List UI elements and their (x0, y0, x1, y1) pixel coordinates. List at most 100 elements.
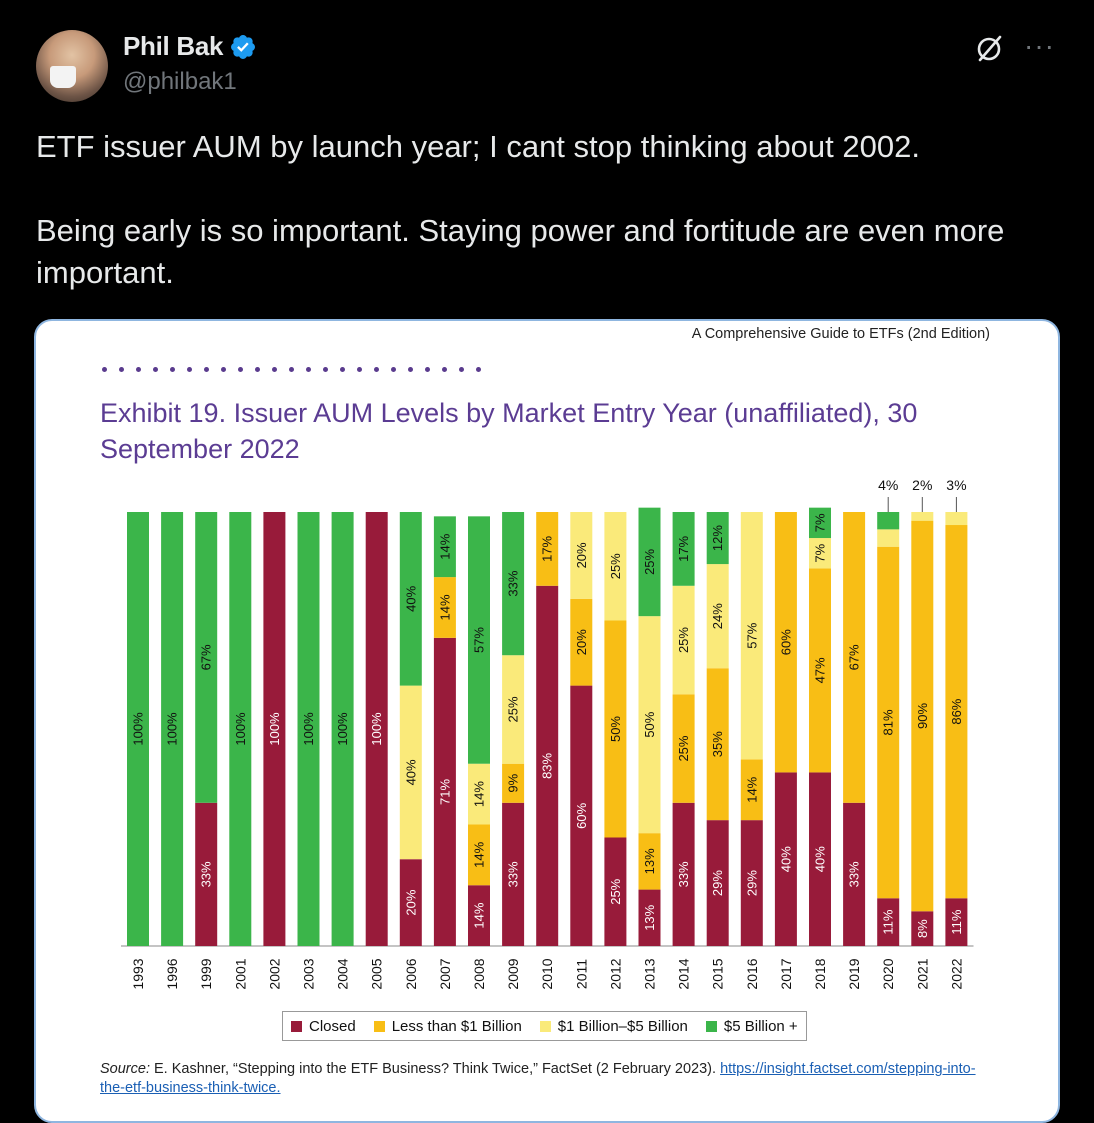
legend-label: Less than $1 Billion (391, 1017, 522, 1035)
author-handle[interactable]: @philbak1 (123, 68, 237, 95)
legend-swatch (705, 1020, 717, 1032)
dot (391, 367, 396, 372)
bar-data-label: 86% (949, 698, 964, 724)
bar-segment (843, 802, 866, 946)
x-tick-label: 2009 (505, 958, 521, 989)
bar-data-label: 100% (335, 712, 350, 746)
bar-data-label: 8% (915, 919, 930, 938)
top-callout-label: 4% (878, 477, 898, 493)
bar-segment (638, 833, 661, 890)
dot (323, 367, 328, 372)
tweet-media-image[interactable]: A Comprehensive Guide to ETFs (2nd Editi… (34, 319, 1060, 1123)
x-tick-label: 2003 (301, 958, 317, 989)
bar-data-label: 100% (233, 712, 248, 746)
bar-segment (229, 512, 252, 946)
x-tick-label: 2005 (369, 958, 385, 989)
bar-data-label: 40% (813, 846, 828, 872)
dot (119, 367, 124, 372)
dot (340, 367, 345, 372)
bar-data-label: 7% (813, 513, 828, 532)
bar-data-label: 50% (608, 716, 623, 742)
bar-data-label: 17% (676, 535, 691, 561)
bar-segment (399, 685, 422, 860)
mug-shape (50, 66, 76, 88)
bar-segment (877, 512, 900, 530)
bar-data-label: 33% (676, 861, 691, 887)
bar-data-label: 50% (642, 711, 657, 737)
bar-segment (604, 837, 627, 946)
source-label: Source: (100, 1061, 150, 1077)
bar-data-label: 40% (403, 759, 418, 785)
bar-segment (331, 512, 354, 946)
bar-data-label: 20% (574, 542, 589, 568)
bar-data-label: 14% (437, 533, 452, 559)
x-tick-label: 2017 (778, 958, 794, 989)
dot (187, 367, 192, 372)
bar-segment (809, 568, 831, 773)
bar-data-label: 25% (676, 735, 691, 761)
exhibit-title: Exhibit 19. Issuer AUM Levels by Market … (100, 398, 918, 464)
bar-segment (468, 824, 490, 886)
bar-segment (433, 637, 456, 946)
bar-segment (570, 685, 593, 946)
bar-segment (127, 512, 149, 946)
x-tick-label: 2002 (266, 958, 282, 989)
bar-segment (638, 507, 661, 617)
bar-data-label: 100% (131, 712, 146, 746)
author-name[interactable]: Phil Bak (123, 31, 224, 61)
top-callout-label: 3% (946, 477, 966, 493)
bar-data-label: 60% (574, 802, 589, 828)
source-link[interactable]: https://insight.factset.com/stepping-int… (100, 1061, 976, 1096)
bar-segment (468, 763, 490, 825)
bar-data-label: 29% (710, 870, 725, 896)
bar-data-label: 14% (472, 902, 487, 928)
x-tick-label: 2004 (335, 958, 351, 989)
bar-segment (195, 802, 218, 946)
bar-data-label: 100% (301, 712, 316, 746)
bar-data-label: 17% (540, 535, 555, 561)
book-title: A Comprehensive Guide to ETFs (2nd Editi… (691, 326, 990, 342)
bar-data-label: 25% (676, 627, 691, 653)
bar-segment (536, 585, 559, 946)
bar-data-label: 83% (540, 752, 555, 778)
dot (289, 367, 294, 372)
stacked-bar-chart: 100% 1993 100% 1996 33% 67% 1999 100% 2001 100% 20… (121, 477, 974, 990)
bar-segment (502, 655, 525, 764)
bar-data-label: 67% (847, 644, 862, 670)
more-options-icon[interactable]: ··· (1024, 30, 1055, 61)
bar-data-label: 14% (744, 776, 759, 802)
bar-segment (399, 512, 422, 686)
bar-data-label: 100% (165, 712, 180, 746)
bar-segment (672, 585, 695, 695)
avatar[interactable] (36, 30, 108, 102)
legend-item: $5 Billion + (705, 1018, 798, 1035)
bar-data-label: 57% (744, 622, 759, 648)
bar-segment (809, 538, 831, 569)
bar-segment (740, 820, 763, 946)
x-tick-label: 2010 (539, 958, 555, 989)
bar-segment (706, 564, 729, 669)
bar-data-label: 33% (506, 861, 521, 887)
bar-data-label: 11% (949, 909, 964, 934)
legend-swatch (539, 1020, 551, 1032)
bar-data-label: 14% (437, 594, 452, 620)
bar-segment (877, 529, 900, 547)
legend-item: Less than $1 Billion (373, 1017, 522, 1035)
bar-segment (604, 512, 627, 621)
bar-segment (468, 516, 490, 764)
x-tick-label: 2016 (744, 958, 760, 989)
bar-data-label: 14% (472, 841, 487, 867)
bar-data-label: 9% (506, 773, 521, 792)
bar-data-label: 7% (813, 543, 828, 562)
x-tick-label: 2012 (607, 958, 623, 989)
bar-data-label: 25% (608, 553, 623, 579)
bar-segment (672, 694, 695, 803)
bar-data-label: 13% (642, 904, 657, 930)
x-tick-label: 1993 (130, 958, 146, 989)
bar-data-label: 60% (778, 629, 793, 655)
bar-data-label: 71% (437, 778, 452, 804)
dot (255, 367, 260, 372)
bar-data-label: 20% (574, 629, 589, 655)
bar-segment (945, 525, 968, 899)
grok-icon[interactable] (974, 32, 1006, 64)
